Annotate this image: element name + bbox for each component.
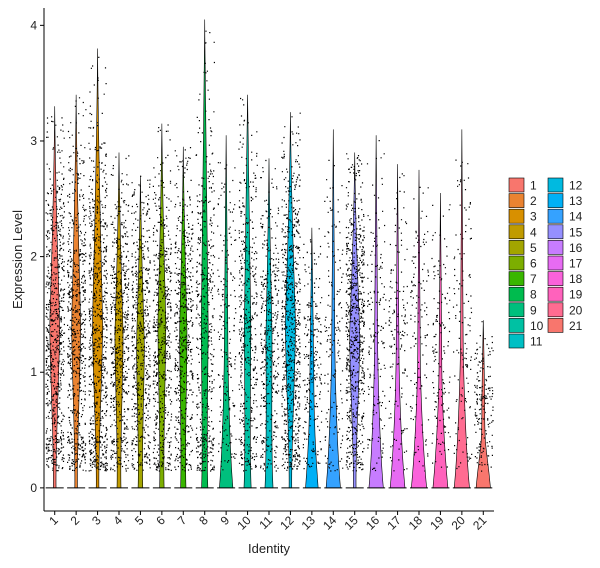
x-tick-label: 6	[153, 513, 168, 528]
legend-label-16: 16	[569, 241, 583, 255]
y-tick-label: 0	[30, 481, 37, 495]
legend-label-14: 14	[569, 210, 583, 224]
y-tick-label: 3	[30, 134, 37, 148]
violin-1	[49, 106, 60, 489]
x-tick-label: 9	[218, 513, 233, 528]
legend-swatch-15	[547, 224, 564, 240]
x-tick-label: 16	[363, 513, 383, 533]
legend-label-17: 17	[569, 257, 583, 271]
points-5	[131, 175, 151, 471]
points-12	[281, 112, 301, 471]
legend-swatch-1	[508, 177, 525, 193]
legend-label-3: 3	[530, 210, 537, 224]
x-tick-label: 10	[234, 513, 254, 533]
points-3	[88, 56, 108, 472]
x-tick-label: 21	[470, 513, 490, 533]
legend-swatch-8	[508, 286, 525, 302]
legend-label-4: 4	[530, 225, 537, 239]
legend-swatch-6	[508, 255, 525, 271]
x-tick-label: 14	[320, 513, 340, 533]
points-7	[174, 147, 194, 472]
y-tick-label: 4	[30, 18, 37, 32]
x-tick-label: 8	[196, 513, 211, 528]
violin-14	[325, 129, 341, 489]
legend-swatch-19	[547, 286, 564, 302]
points-2	[67, 97, 87, 472]
legend-swatch-13	[547, 193, 564, 208]
legend-label-8: 8	[530, 288, 537, 302]
y-tick-label: 2	[30, 250, 37, 264]
legend-swatch-9	[508, 302, 525, 318]
x-tick-label: 2	[68, 513, 83, 528]
legend-label-18: 18	[569, 272, 583, 286]
violin-3	[92, 48, 103, 489]
legend-label-5: 5	[530, 241, 537, 255]
y-axis-ticks: 0 1 2 3 4	[30, 18, 44, 495]
x-tick-label: 4	[110, 513, 125, 528]
x-tick-label: 5	[132, 513, 147, 528]
legend-label-11: 11	[530, 335, 543, 349]
legend-swatch-11	[508, 333, 525, 349]
legend-swatch-2	[508, 193, 525, 208]
x-axis-ticks: 1 2 3 4 5 6 7 8 9 10 11 12 13 14 15 16 17 18 19 20 21	[46, 511, 490, 533]
legend-swatch-7	[508, 271, 525, 286]
legend-swatch-17	[547, 255, 564, 271]
points-9	[217, 162, 237, 471]
points-15	[345, 153, 366, 472]
points-21	[474, 321, 494, 472]
point-layer	[45, 30, 494, 472]
x-tick-label: 1	[46, 513, 61, 528]
violin-18	[411, 169, 427, 489]
points-1	[45, 116, 66, 472]
legend-swatch-16	[547, 240, 564, 255]
legend-label-2: 2	[530, 194, 537, 208]
legend-label-7: 7	[530, 272, 537, 286]
legend-label-1: 1	[530, 179, 537, 193]
legend-label-13: 13	[569, 194, 583, 208]
x-tick-label: 7	[175, 513, 190, 528]
points-19	[431, 204, 451, 468]
x-tick-label: 12	[277, 513, 297, 533]
violin-layer	[45, 19, 493, 489]
points-10	[238, 97, 258, 472]
legend-label-12: 12	[569, 179, 583, 193]
legend-swatch-20	[547, 302, 564, 318]
x-tick-label: 13	[299, 513, 319, 533]
legend-swatch-21	[547, 318, 564, 333]
legend-label-10: 10	[530, 319, 544, 333]
legend-label-21: 21	[569, 319, 583, 333]
legend-label-15: 15	[569, 225, 583, 239]
violin-13	[305, 227, 319, 489]
x-tick-label: 3	[89, 513, 104, 528]
legend-swatch-5	[508, 240, 525, 255]
legend-label-9: 9	[530, 303, 537, 317]
y-axis-title: Expression Level	[10, 210, 25, 309]
legend-label-6: 6	[530, 257, 537, 271]
x-tick-label: 20	[449, 513, 469, 533]
y-tick-label: 1	[30, 365, 37, 379]
x-tick-label: 11	[256, 513, 275, 532]
legend-swatch-12	[547, 177, 564, 193]
legend-label-19: 19	[569, 288, 583, 302]
x-axis-title: Identity	[248, 541, 290, 556]
violin-16	[368, 135, 384, 489]
x-tick-label: 19	[427, 513, 447, 533]
legend-swatch-18	[547, 271, 564, 286]
legend-swatch-14	[547, 208, 564, 224]
points-6	[152, 124, 173, 472]
legend-swatch-10	[508, 318, 525, 333]
violin-11	[264, 158, 274, 489]
points-11	[259, 159, 280, 472]
legend-swatch-3	[508, 208, 525, 224]
x-tick-label: 18	[406, 513, 426, 533]
violin-9	[219, 135, 234, 489]
x-tick-label: 17	[384, 513, 404, 533]
legend-label-20: 20	[569, 303, 583, 317]
legend-swatch-4	[508, 224, 525, 240]
x-tick-label: 15	[341, 513, 361, 533]
violin-19	[432, 193, 449, 489]
